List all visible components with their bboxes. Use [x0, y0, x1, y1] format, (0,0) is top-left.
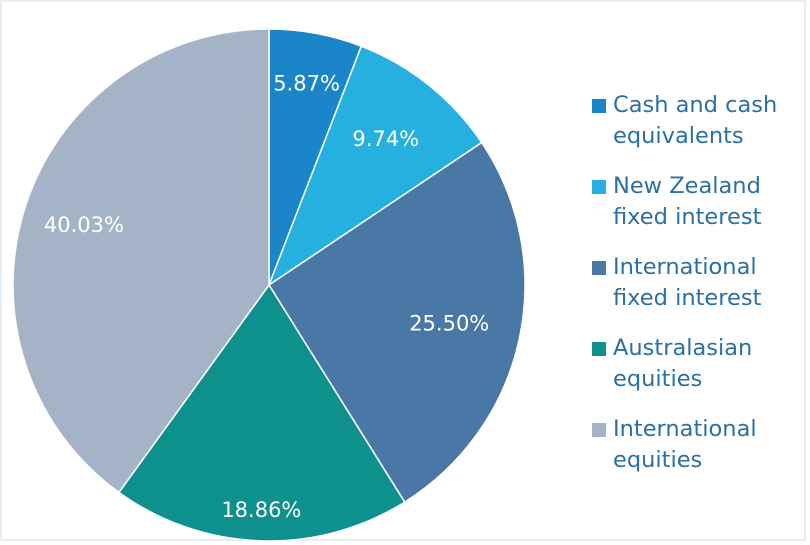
legend-swatch-intl-equities	[592, 423, 606, 437]
slice-label-cash: 5.87%	[273, 72, 340, 96]
legend-label-australasian-equities-line1: Australasian	[613, 335, 753, 361]
legend-item-nz-fixed-interest: New Zealand fixed interest	[592, 171, 802, 233]
legend-label-nz-fixed-interest-line1: New Zealand	[613, 173, 761, 199]
legend-label-cash-line2: equivalents	[613, 123, 744, 149]
legend-label-intl-equities-line1: International	[613, 416, 757, 442]
legend-label-intl-fixed-interest-line1: International	[613, 254, 757, 280]
pie-slice-intl-fixed-interest	[267, 141, 526, 504]
legend-item-intl-fixed-interest: International fixed interest	[592, 252, 802, 314]
pie-slice-australasian-equities	[117, 283, 406, 542]
pie-slice-intl-equities	[12, 28, 270, 494]
slice-label-intl-fixed-interest: 25.50%	[409, 312, 489, 336]
slice-label-nz-fixed-interest: 9.74%	[352, 127, 419, 151]
slice-label-australasian-equities: 18.86%	[221, 498, 301, 522]
pie-chart: 5.87% 9.74% 25.50% 18.86% 40.03%	[12, 28, 526, 542]
slice-label-intl-equities: 40.03%	[44, 213, 124, 237]
legend-swatch-australasian-equities	[592, 342, 606, 356]
legend-swatch-nz-fixed-interest	[592, 180, 606, 194]
legend-label-cash-line1: Cash and cash	[613, 92, 778, 118]
legend-swatch-cash	[592, 99, 606, 113]
legend-item-australasian-equities: Australasian equities	[592, 333, 802, 395]
legend-label-australasian-equities-line2: equities	[613, 366, 703, 392]
legend-swatch-intl-fixed-interest	[592, 261, 606, 275]
legend-label-nz-fixed-interest-line2: fixed interest	[613, 204, 762, 230]
legend: Cash and cash equivalents New Zealand fi…	[592, 90, 802, 495]
legend-item-cash: Cash and cash equivalents	[592, 90, 802, 152]
legend-item-intl-equities: International equities	[592, 414, 802, 476]
legend-label-intl-fixed-interest-line2: fixed interest	[613, 285, 762, 311]
legend-label-intl-equities-line2: equities	[613, 447, 703, 473]
pie-slice-nz-fixed-interest	[267, 45, 483, 287]
